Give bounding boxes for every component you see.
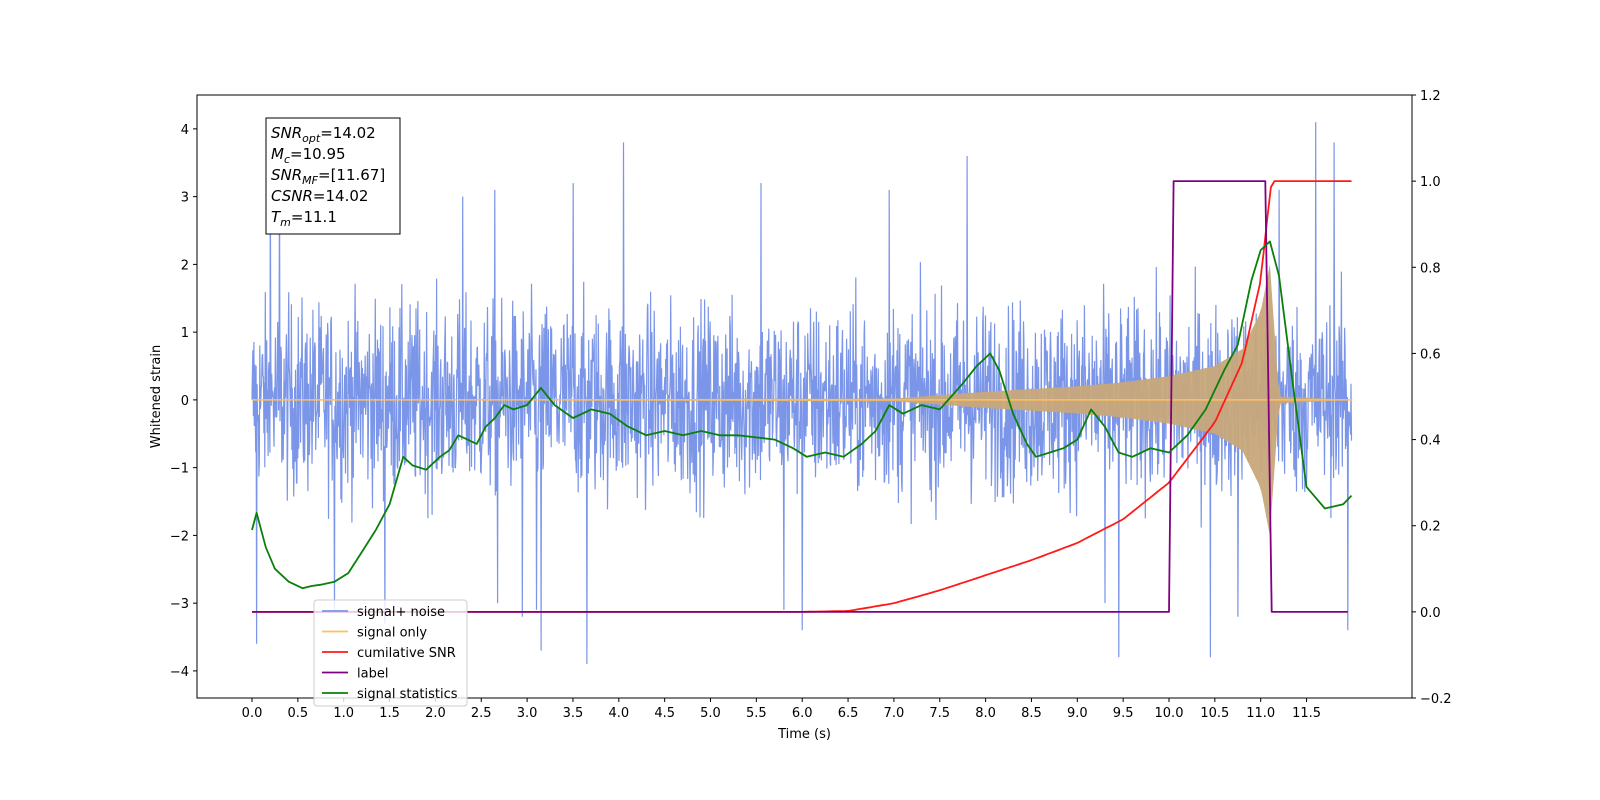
left-y-tick-label: 3	[181, 191, 189, 206]
x-tick-label: 4.0	[608, 706, 629, 721]
x-tick-label: 0.5	[288, 706, 309, 721]
x-tick-label: 6.0	[792, 706, 813, 721]
axes-frame	[196, 94, 1413, 699]
x-tick-label: 3.5	[563, 706, 584, 721]
x-tick-label: 4.5	[654, 706, 675, 721]
legend-label: label	[357, 667, 388, 682]
legend-label: signal+ noise	[357, 605, 445, 620]
info-box-line: CSNR=14.02	[271, 187, 368, 205]
right-y-axis: 1.2 1.0 0.8 0.6 0.4 0.2 0.0 −0.2	[1412, 89, 1452, 707]
right-y-tick-label: 0.6	[1420, 347, 1441, 362]
y-axis-label: Whitened strain	[149, 345, 164, 448]
left-y-tick-label: −3	[170, 597, 189, 612]
x-tick-label: 8.5	[1021, 706, 1042, 721]
info-box: SNRopt=14.02Mc=10.95SNRMF=[11.67]CSNR=14…	[265, 117, 401, 235]
left-y-axis: 4 3 2 1 0 −1 −2 −3 −4	[170, 123, 197, 680]
x-tick-label: 2.5	[471, 706, 492, 721]
x-tick-label: 3.0	[517, 706, 538, 721]
right-y-tick-label: 0.2	[1420, 520, 1441, 535]
right-y-tick-label: 0.8	[1420, 261, 1441, 276]
legend-label: cumilative SNR	[357, 646, 456, 661]
x-tick-label: 7.5	[929, 706, 950, 721]
x-tick-label: 6.5	[838, 706, 859, 721]
left-y-tick-label: 2	[181, 258, 189, 273]
right-y-tick-label: 1.2	[1420, 89, 1441, 104]
x-tick-label: 5.5	[746, 706, 767, 721]
info-box-line: SNRMF=[11.67]	[271, 166, 385, 187]
right-y-tick-label: −0.2	[1420, 692, 1452, 707]
legend: signal+ noise signal only cumilative SNR la…	[313, 599, 468, 707]
x-tick-label: 8.0	[975, 706, 996, 721]
x-tick-label: 7.0	[884, 706, 905, 721]
legend-label: signal statistics	[357, 687, 458, 702]
x-tick-label: 11.0	[1246, 706, 1275, 721]
x-tick-label: 10.0	[1155, 706, 1184, 721]
signal-statistics-line	[251, 240, 1353, 590]
info-box-frame	[265, 117, 401, 235]
info-box-line: Tm=11.1	[271, 208, 337, 229]
left-y-tick-label: −1	[170, 462, 189, 477]
x-tick-label: 1.0	[333, 706, 354, 721]
left-y-tick-label: −4	[170, 665, 189, 680]
x-tick-label: 2.0	[425, 706, 446, 721]
x-axis: 0.0 0.5 1.0 1.5 2.0 2.5 3.0 3.5 4.0 4.5 5.0 5.5 6.0 6…	[242, 698, 1321, 721]
x-tick-label: 5.0	[700, 706, 721, 721]
right-y-tick-label: 1.0	[1420, 175, 1441, 190]
right-y-tick-label: 0.0	[1420, 606, 1441, 621]
legend-frame	[313, 599, 468, 707]
label-line	[252, 180, 1348, 613]
x-axis-label: Time (s)	[777, 727, 831, 742]
left-y-tick-label: −2	[170, 529, 189, 544]
x-tick-label: 10.5	[1200, 706, 1229, 721]
info-box-line: SNRopt=14.02	[271, 124, 376, 145]
x-tick-label: 11.5	[1292, 706, 1321, 721]
x-tick-label: 9.5	[1113, 706, 1134, 721]
x-tick-label: 0.0	[242, 706, 263, 721]
x-tick-label: 1.5	[379, 706, 400, 721]
legend-label: signal only	[357, 626, 427, 641]
x-tick-label: 9.0	[1067, 706, 1088, 721]
right-y-tick-label: 0.4	[1420, 434, 1441, 449]
left-y-tick-label: 4	[181, 123, 189, 138]
left-y-tick-label: 0	[181, 394, 189, 409]
info-box-line: Mc=10.95	[271, 145, 346, 166]
left-y-tick-label: 1	[181, 326, 189, 341]
